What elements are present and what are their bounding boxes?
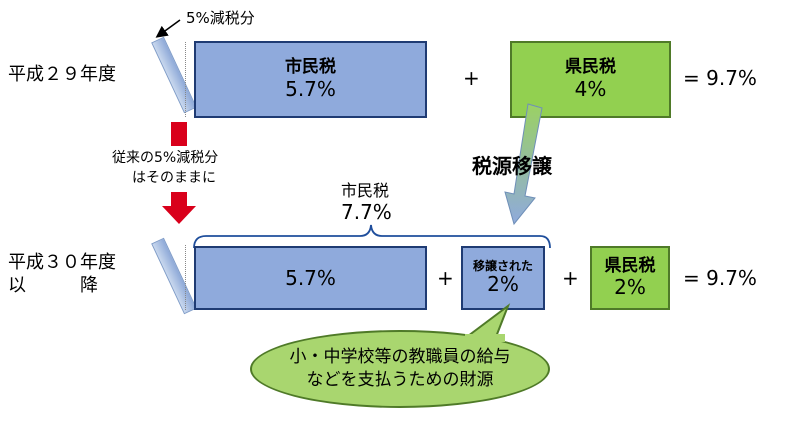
row2-pref-tax-value: 2% — [614, 275, 646, 300]
reduction-slice — [151, 36, 197, 114]
bubble-tail-seam — [465, 334, 505, 342]
row1-dotted-guide — [185, 42, 186, 117]
row2-dotted-guide — [185, 245, 186, 310]
city-tax-brace — [193, 224, 551, 249]
funding-purpose-bubble: 小・中学校等の教職員の給与 などを支払うための財源 — [250, 330, 550, 408]
row1-year-label: 平成２９年度 — [8, 64, 116, 85]
row2-plus2: + — [562, 266, 579, 290]
row1-city-tax-box: 市民税 5.7% — [194, 41, 427, 118]
row2-pref-tax-box: 県民税 2% — [590, 246, 670, 310]
row2-pref-tax-label: 県民税 — [604, 255, 656, 276]
row1-plus: + — [463, 66, 480, 90]
transfer-label: 税源移譲 — [472, 154, 552, 178]
red-down-arrow — [162, 122, 196, 224]
row2-year-label-line2: 以 降 — [8, 275, 98, 297]
row1-city-tax-value: 5.7% — [285, 76, 336, 101]
transfer-arrow — [504, 103, 543, 226]
brace-title: 市民税 — [341, 181, 390, 200]
bubble-line1: 小・中学校等の教職員の給与 — [289, 347, 511, 368]
transition-note-line2: はそのままに — [132, 170, 216, 186]
transition-note-line1: 従来の5%減税分 — [112, 150, 219, 166]
transferred-tax-value: 2% — [487, 272, 519, 297]
bubble-line2: などを支払うための財源 — [306, 370, 494, 390]
brace-value: 7.7% — [341, 200, 392, 224]
row2-total: = 9.7% — [683, 266, 757, 290]
reduction-note: 5%減税分 — [186, 9, 255, 27]
transferred-tax-box: 移譲された 2% — [461, 246, 545, 310]
row2-year-label: 平成３０年度 以 降 — [8, 251, 116, 298]
row1-pref-tax-value: 4% — [574, 76, 607, 101]
reduction-pointer-arrow — [155, 19, 181, 38]
row1-pref-tax-box: 県民税 4% — [510, 41, 671, 118]
row1-total: = 9.7% — [683, 66, 757, 90]
row2-city-tax-box: 5.7% — [194, 246, 427, 310]
row2-city-tax-value: 5.7% — [285, 265, 336, 290]
row1-city-tax-label: 市民税 — [285, 57, 336, 78]
transferred-tax-label: 移譲された — [472, 258, 533, 273]
row2-year-label-line1: 平成３０年度 — [8, 252, 116, 273]
row1-pref-tax-label: 県民税 — [565, 57, 616, 78]
row2-plus1: + — [437, 266, 454, 290]
